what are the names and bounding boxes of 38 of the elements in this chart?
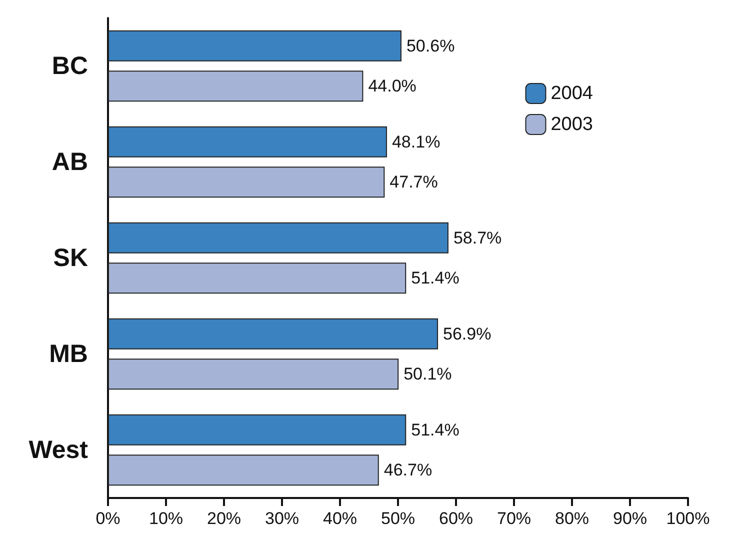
data-label: 56.9% bbox=[443, 324, 492, 344]
x-tick-label: 100% bbox=[666, 509, 710, 528]
bar bbox=[108, 358, 399, 390]
y-tick-label: BC bbox=[52, 52, 88, 80]
bar bbox=[108, 70, 364, 102]
x-tick-label: 70% bbox=[496, 509, 532, 528]
x-tick-label: 30% bbox=[264, 509, 300, 528]
x-tick-label: 10% bbox=[148, 509, 184, 528]
legend-label: 2003 bbox=[550, 114, 594, 135]
data-label: 48.1% bbox=[392, 132, 440, 152]
x-tick-label: 90% bbox=[612, 509, 648, 528]
data-label: 50.6% bbox=[406, 36, 455, 56]
y-tick-label: MB bbox=[49, 340, 88, 368]
data-label: 47.7% bbox=[390, 172, 438, 192]
bar bbox=[108, 166, 385, 198]
x-tick-label: 50% bbox=[380, 509, 416, 528]
data-label: 51.4% bbox=[411, 268, 460, 288]
x-tick-label: 0% bbox=[96, 509, 120, 528]
legend-label: 2004 bbox=[550, 83, 594, 104]
y-tick-label: West bbox=[28, 436, 89, 464]
bar bbox=[108, 318, 438, 350]
bar bbox=[108, 126, 387, 158]
x-tick-label: 20% bbox=[206, 509, 242, 528]
x-tick-label: 80% bbox=[554, 509, 590, 528]
bar bbox=[108, 30, 402, 62]
bar bbox=[108, 262, 406, 294]
bar bbox=[108, 414, 406, 446]
data-label: 51.4% bbox=[411, 420, 460, 440]
data-label: 58.7% bbox=[453, 228, 502, 248]
y-tick-label: AB bbox=[52, 148, 88, 176]
data-label: 50.1% bbox=[404, 364, 452, 384]
data-label: 46.7% bbox=[384, 460, 432, 480]
y-tick-label: SK bbox=[53, 244, 88, 272]
x-tick-label: 60% bbox=[438, 509, 474, 528]
bar bbox=[108, 454, 379, 486]
bar bbox=[108, 222, 448, 254]
data-label: 44.0% bbox=[368, 76, 416, 96]
x-tick-label: 40% bbox=[322, 509, 358, 528]
